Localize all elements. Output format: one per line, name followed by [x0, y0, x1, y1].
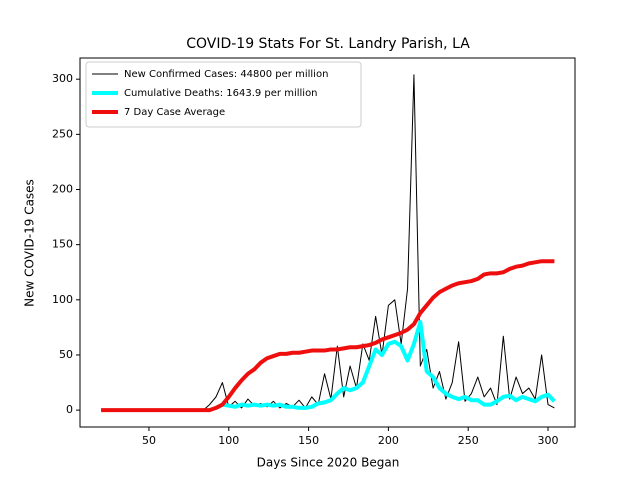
x-axis-label: Days Since 2020 Began	[257, 456, 400, 470]
chart-title: COVID-19 Stats For St. Landry Parish, LA	[186, 36, 470, 52]
legend-label: 7 Day Case Average	[124, 107, 225, 118]
axes-frame	[79, 57, 576, 428]
legend-box	[85, 61, 362, 128]
y-axis-label: New COVID-19 Cases	[23, 179, 37, 307]
y-tick-label: 250	[52, 127, 73, 140]
data-line	[101, 259, 555, 413]
data-line	[215, 319, 556, 410]
y-tick-label: 0	[66, 403, 73, 416]
legend-label: New Confirmed Cases: 44800 per million	[124, 69, 328, 80]
x-tick-label: 300	[538, 434, 559, 447]
x-tick-label: 150	[298, 434, 319, 447]
x-tick-label: 250	[458, 434, 479, 447]
y-tick-label: 50	[59, 348, 73, 361]
y-tick-label: 200	[52, 182, 73, 195]
x-tick-label: 200	[378, 434, 399, 447]
y-tick-label: 300	[52, 72, 73, 85]
legend-label: Cumulative Deaths: 1643.9 per million	[124, 88, 318, 99]
y-tick-label: 150	[52, 238, 73, 251]
x-tick-label: 50	[142, 434, 156, 447]
y-tick-label: 100	[52, 293, 73, 306]
x-tick-label: 100	[218, 434, 239, 447]
